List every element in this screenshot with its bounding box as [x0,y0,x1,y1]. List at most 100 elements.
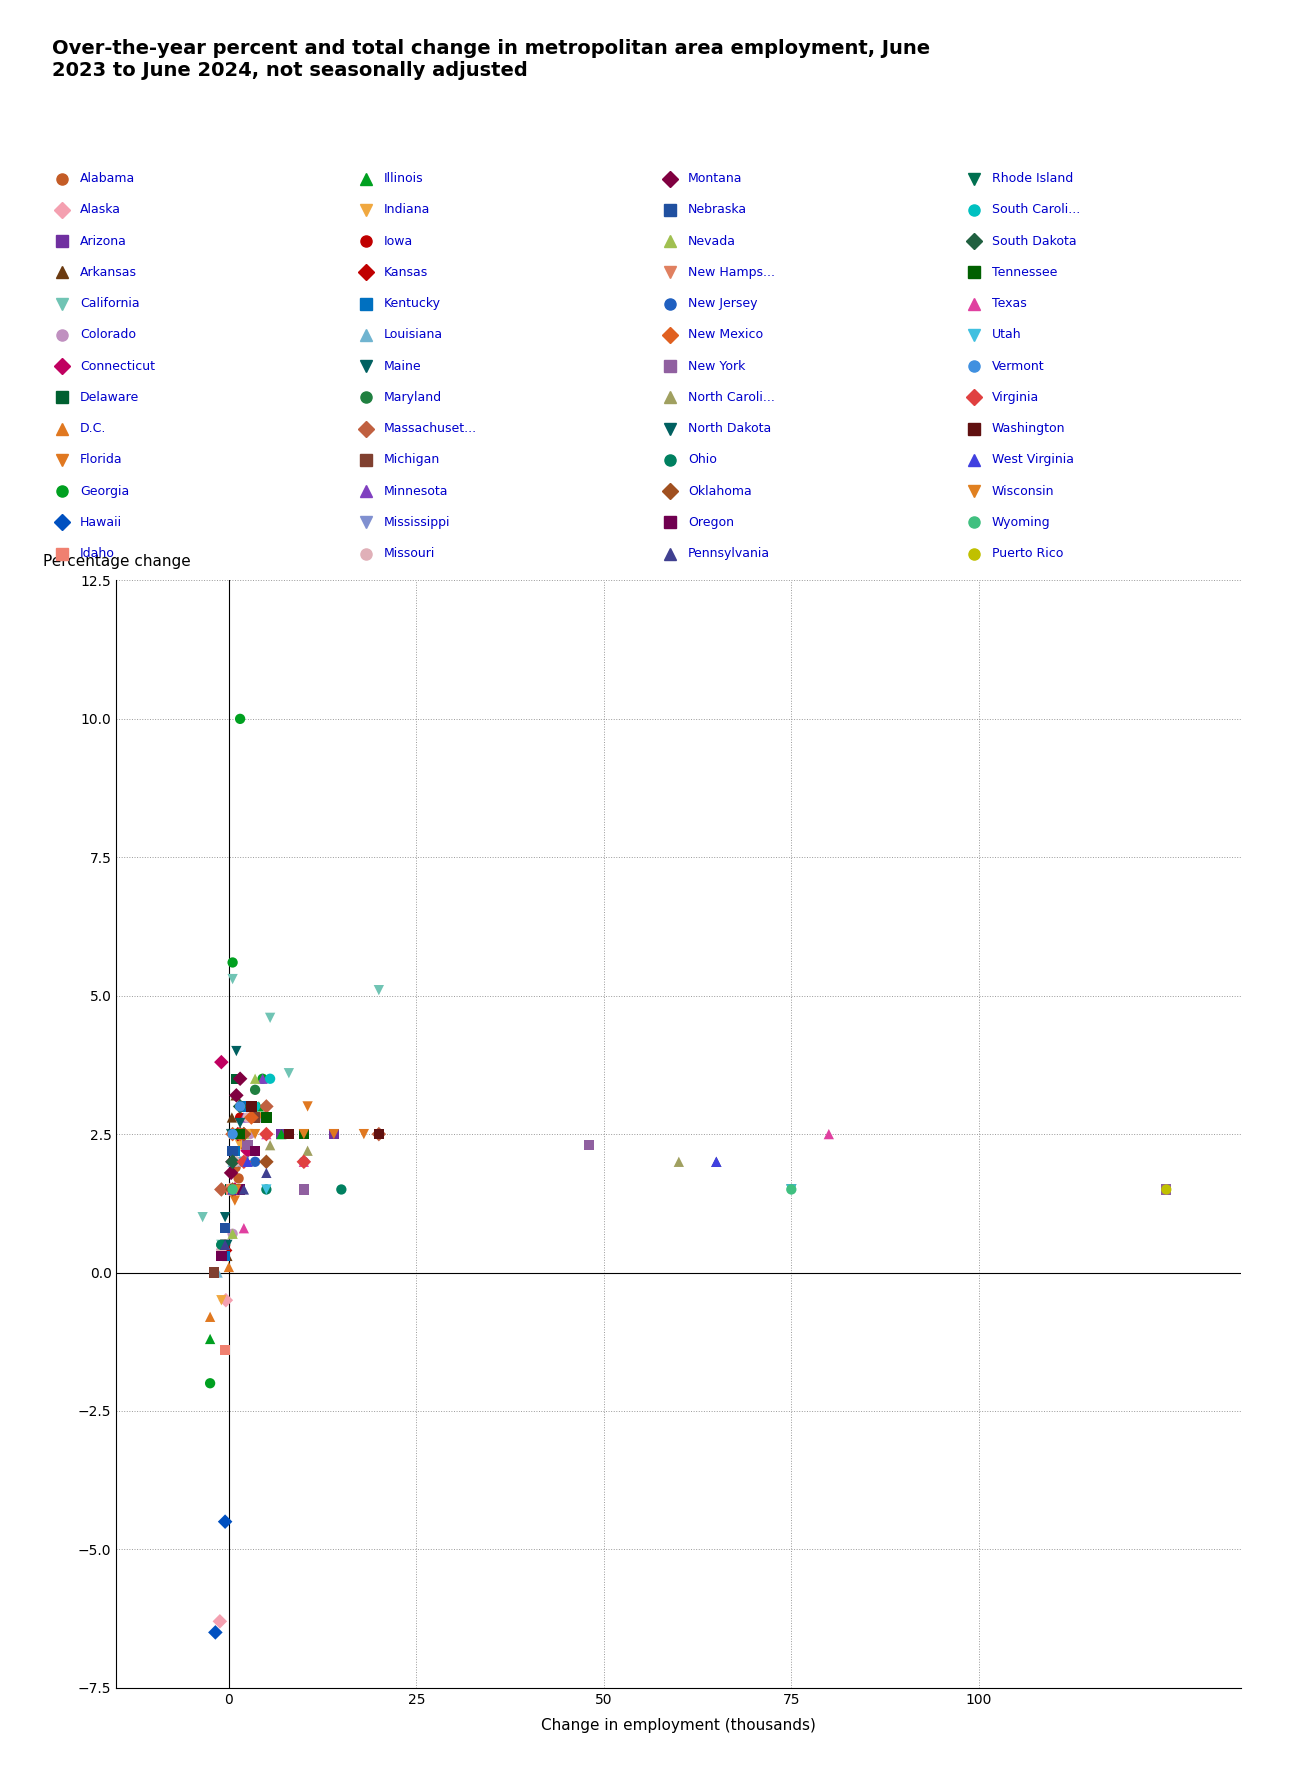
Point [230,1091,251,1122]
Point [230,1109,251,1138]
Point [230,1120,251,1148]
Point [234,1147,255,1175]
Text: Massachuset...: Massachuset... [384,421,477,436]
Point [781,1175,802,1204]
Point [222,1175,243,1204]
Point [244,1147,265,1175]
Point [234,1120,255,1148]
Point [216,1286,237,1314]
Point [230,1120,251,1148]
Point [228,1120,248,1148]
Point [226,1120,247,1148]
Point [219,1252,239,1281]
Text: Percentage change: Percentage change [43,554,191,570]
Point [238,1136,259,1164]
Text: Minnesota: Minnesota [384,484,449,498]
Point [252,1104,273,1132]
Text: Missouri: Missouri [384,547,436,561]
Point [278,1120,299,1148]
Point [222,1175,243,1204]
Point [781,1175,802,1204]
Point [230,1091,251,1122]
Point [215,1231,235,1259]
Point [230,1131,251,1159]
Point [222,1120,243,1148]
Point [222,1147,243,1175]
Point [222,1175,243,1204]
Point [226,1147,247,1175]
Point [225,1175,246,1204]
Text: Colorado: Colorado [80,329,136,341]
Point [238,1147,259,1175]
Point [215,1507,235,1536]
Point [221,1120,242,1148]
Text: New York: New York [688,359,745,373]
Point [221,1175,242,1204]
Text: Illinois: Illinois [384,171,424,186]
Point [323,1120,344,1148]
Text: Washington: Washington [992,421,1065,436]
Point [323,1120,344,1148]
Point [217,1241,238,1270]
Point [578,1131,599,1159]
Point [209,1607,230,1636]
Text: Ohio: Ohio [688,454,716,466]
Point [226,1120,247,1148]
Point [250,1104,270,1132]
Point [211,1175,231,1204]
Text: Idaho: Idaho [80,547,115,561]
Point [238,1131,259,1159]
Point [294,1120,314,1148]
Point [224,1120,244,1148]
Point [260,1064,281,1093]
Point [226,1175,247,1204]
Point [225,1154,246,1182]
Point [217,1231,238,1259]
Point [211,1236,231,1264]
Point [226,1081,247,1109]
Point [230,1175,251,1204]
Point [215,1231,235,1259]
Point [222,1136,243,1164]
Point [369,1120,389,1148]
Point [331,1175,352,1204]
Point [226,1064,247,1093]
Point [706,1147,727,1175]
Point [230,1120,251,1148]
Text: Over-the-year percent and total change in metropolitan area employment, June
202: Over-the-year percent and total change i… [52,39,930,80]
Point [1156,1175,1177,1204]
Text: Kentucky: Kentucky [384,296,441,311]
Text: Kansas: Kansas [384,266,428,279]
Point [260,1131,281,1159]
Text: Virginia: Virginia [992,391,1040,404]
Point [256,1175,277,1204]
Text: Montana: Montana [688,171,742,186]
Text: Oklahoma: Oklahoma [688,484,751,498]
Point [297,1091,318,1122]
Text: Connecticut: Connecticut [80,359,155,373]
Text: Maryland: Maryland [384,391,442,404]
Point [222,1147,243,1175]
Point [668,1147,689,1175]
Point [229,1164,250,1193]
Point [369,1120,389,1148]
Point [226,1147,247,1175]
Point [294,1120,314,1148]
Text: Arizona: Arizona [80,234,127,248]
Point [238,1120,259,1148]
Point [222,964,243,993]
Point [238,1091,259,1122]
Text: Wisconsin: Wisconsin [992,484,1054,498]
Text: Arkansas: Arkansas [80,266,137,279]
Point [215,1336,235,1365]
Point [230,1147,251,1175]
Point [222,1220,243,1248]
Point [294,1147,314,1175]
Point [230,1120,251,1148]
Text: Tennessee: Tennessee [992,266,1058,279]
Point [211,1048,231,1077]
Point [222,1147,243,1175]
Text: South Caroli...: South Caroli... [992,204,1080,216]
Text: Alabama: Alabama [80,171,136,186]
Point [207,1257,228,1286]
